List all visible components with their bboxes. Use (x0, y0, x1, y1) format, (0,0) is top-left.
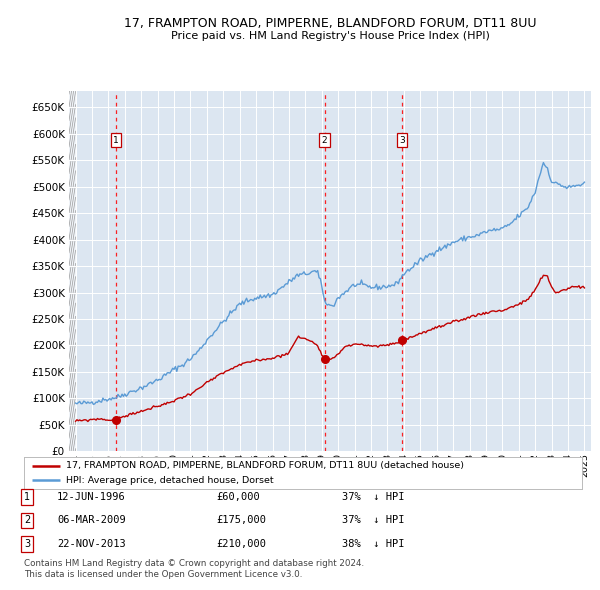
Text: 06-MAR-2009: 06-MAR-2009 (57, 516, 126, 525)
Text: Contains HM Land Registry data © Crown copyright and database right 2024.: Contains HM Land Registry data © Crown c… (24, 559, 364, 568)
Text: 17, FRAMPTON ROAD, PIMPERNE, BLANDFORD FORUM, DT11 8UU: 17, FRAMPTON ROAD, PIMPERNE, BLANDFORD F… (124, 17, 536, 30)
Text: 1: 1 (24, 492, 30, 502)
Text: £210,000: £210,000 (216, 539, 266, 549)
Text: 22-NOV-2013: 22-NOV-2013 (57, 539, 126, 549)
Text: 2: 2 (322, 136, 328, 145)
Text: HPI: Average price, detached house, Dorset: HPI: Average price, detached house, Dors… (66, 476, 274, 484)
Bar (69, 91, 76, 451)
Text: This data is licensed under the Open Government Licence v3.0.: This data is licensed under the Open Gov… (24, 571, 302, 579)
Text: £60,000: £60,000 (216, 492, 260, 502)
Text: 17, FRAMPTON ROAD, PIMPERNE, BLANDFORD FORUM, DT11 8UU (detached house): 17, FRAMPTON ROAD, PIMPERNE, BLANDFORD F… (66, 461, 464, 470)
Text: 12-JUN-1996: 12-JUN-1996 (57, 492, 126, 502)
Text: 2: 2 (24, 516, 30, 525)
Text: 3: 3 (24, 539, 30, 549)
Text: £175,000: £175,000 (216, 516, 266, 525)
Text: 1: 1 (113, 136, 119, 145)
Text: 37%  ↓ HPI: 37% ↓ HPI (342, 516, 404, 525)
Text: Price paid vs. HM Land Registry's House Price Index (HPI): Price paid vs. HM Land Registry's House … (170, 31, 490, 41)
Text: 37%  ↓ HPI: 37% ↓ HPI (342, 492, 404, 502)
Text: 38%  ↓ HPI: 38% ↓ HPI (342, 539, 404, 549)
Text: 3: 3 (399, 136, 404, 145)
